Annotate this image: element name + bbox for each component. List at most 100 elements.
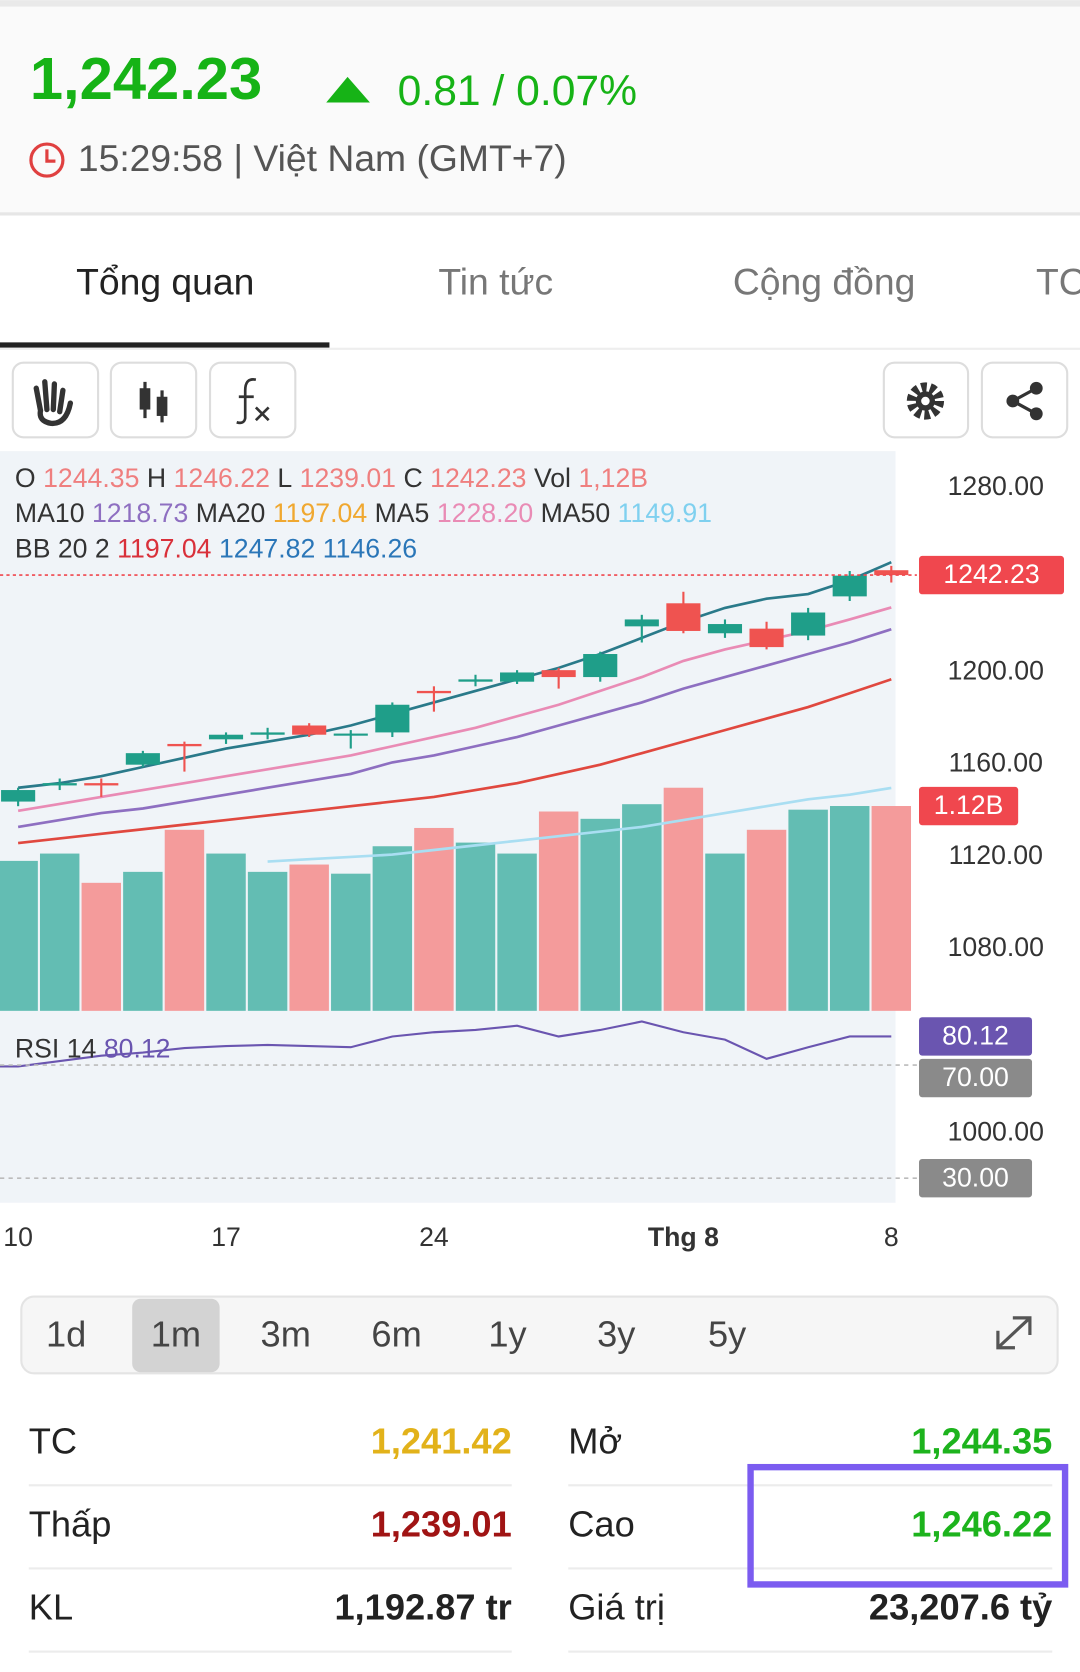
stat-divider (28, 1650, 512, 1653)
candle-body (292, 725, 327, 735)
candle-button[interactable] (109, 361, 198, 439)
x-tick-label: Thg 8 (648, 1222, 719, 1252)
period-button[interactable]: 3m (261, 1314, 311, 1355)
indicator-button[interactable] (208, 361, 297, 439)
volume-bar (497, 853, 537, 1011)
y-tick-label: 1080.00 (948, 932, 1044, 962)
indicator-line (17, 678, 892, 845)
legend-value: 1149.91 (618, 498, 712, 528)
period-button[interactable]: 1d (46, 1314, 86, 1355)
share-dot (1006, 394, 1020, 408)
divider (0, 212, 1080, 216)
top-edge (0, 0, 1080, 7)
period-button[interactable]: 5y (708, 1314, 747, 1355)
stat-divider (568, 1484, 1053, 1487)
tab[interactable]: Tin tức (438, 261, 553, 303)
candle-body (125, 753, 160, 765)
candle-body (375, 704, 410, 733)
volume-bar (123, 871, 163, 1011)
volume-bar (705, 853, 745, 1011)
legend-label: MA10 (15, 498, 85, 528)
candle-icon-body (156, 396, 168, 416)
volume-bar (580, 818, 620, 1011)
legend-row: MA10 1218.73 MA20 1197.04 MA5 1228.20 MA50 1149… (15, 498, 712, 528)
stat-value: 1,246.22 (911, 1503, 1052, 1544)
legend-value: 1239.01 (300, 463, 396, 493)
candle-body (250, 732, 285, 735)
candle-body (707, 624, 743, 634)
legend-value: 1218.73 (92, 498, 188, 528)
clock-icon (29, 142, 65, 178)
rsi-line (0, 1020, 892, 1068)
share-dot (1029, 381, 1043, 395)
candle-body (541, 670, 576, 678)
change: 0.81 / 0.07% (398, 67, 637, 115)
volume-bar (871, 806, 912, 1011)
tab[interactable]: Tổng quan (76, 261, 254, 303)
y-tick-label: 1160.00 (949, 748, 1043, 778)
price: 1,242.23 (30, 45, 262, 112)
volume-bar (206, 853, 246, 1011)
legend-label: C (403, 463, 422, 493)
legend-value: 1197.04 (273, 498, 368, 528)
volume-bar (829, 806, 870, 1011)
y-tick-label: 1200.00 (948, 656, 1044, 686)
period-buttons: 1d 1m 3m 6m 1y 3y 5y (46, 1298, 747, 1373)
gear-hole (921, 396, 930, 406)
stat-value: 1,239.01 (371, 1503, 512, 1544)
stat-divider (28, 1567, 512, 1570)
stats-table: TC 1,241.42 Mở 1,244.35 Thấp 1,239.01 Cao 1,246… (28, 1420, 1053, 1653)
candle-icon-body (139, 388, 151, 410)
indicator-line (17, 628, 892, 829)
share-dot (1029, 407, 1043, 421)
tab[interactable]: TC (1036, 261, 1080, 303)
hand-icon (33, 379, 74, 427)
time: 15:29:58 | Việt Nam (GMT+7) (78, 137, 567, 179)
axis-tag (919, 786, 1019, 826)
active-tab-indicator (0, 342, 330, 348)
volume-bar (0, 860, 38, 1011)
candle-body (458, 679, 493, 682)
stat-divider (568, 1650, 1053, 1653)
highlight-box (747, 1463, 1069, 1588)
stat-value: 1,192.87 tr (334, 1587, 511, 1628)
stat-label: Mở (568, 1420, 622, 1461)
stat-label: KL (29, 1587, 73, 1628)
indicator-line (17, 560, 892, 790)
expand-icon[interactable] (996, 1316, 1032, 1350)
divider (0, 347, 1080, 350)
legend-label: H (147, 463, 166, 493)
candle-body (500, 672, 535, 682)
stat-divider (28, 1484, 512, 1487)
volume-bar (663, 787, 704, 1011)
share-button[interactable] (980, 361, 1069, 439)
axis-tag-label: 1242.23 (943, 559, 1039, 589)
indicator-line (267, 786, 892, 863)
volume-bar (331, 873, 371, 1011)
legend-value: 1242.23 (430, 463, 526, 493)
volume-bar (455, 842, 496, 1011)
chart-bg (0, 451, 896, 1203)
stat-label: Thấp (29, 1503, 112, 1544)
rsi-label: RSI 14 (15, 1033, 97, 1063)
chart: O 1244.35 H 1246.22 L 1239.01 C 1242.23 Vol 1,12B… (0, 463, 1065, 1252)
period-button[interactable]: 6m (371, 1314, 421, 1355)
tab[interactable]: Cộng đồng (733, 261, 916, 303)
volume-bar (538, 811, 579, 1011)
legend-value: 1,12B (578, 463, 648, 493)
x-tick-label: 8 (884, 1222, 899, 1252)
stat-label: Giá trị (568, 1587, 665, 1628)
volume-bar (289, 864, 329, 1011)
period-button[interactable]: 3y (597, 1314, 636, 1355)
period-button[interactable]: 1m (151, 1314, 201, 1355)
axis-tag (919, 1158, 1033, 1198)
legend-label: MA5 (375, 498, 430, 528)
y-tick-label: 1280.00 (948, 471, 1044, 501)
stat-value: 1,241.42 (371, 1420, 512, 1461)
volume-bar (788, 809, 828, 1011)
period-button[interactable]: 1y (488, 1314, 527, 1355)
legend-label: L (277, 463, 292, 493)
legend-value: 1197.04 (117, 533, 212, 563)
candle-body (583, 654, 618, 678)
